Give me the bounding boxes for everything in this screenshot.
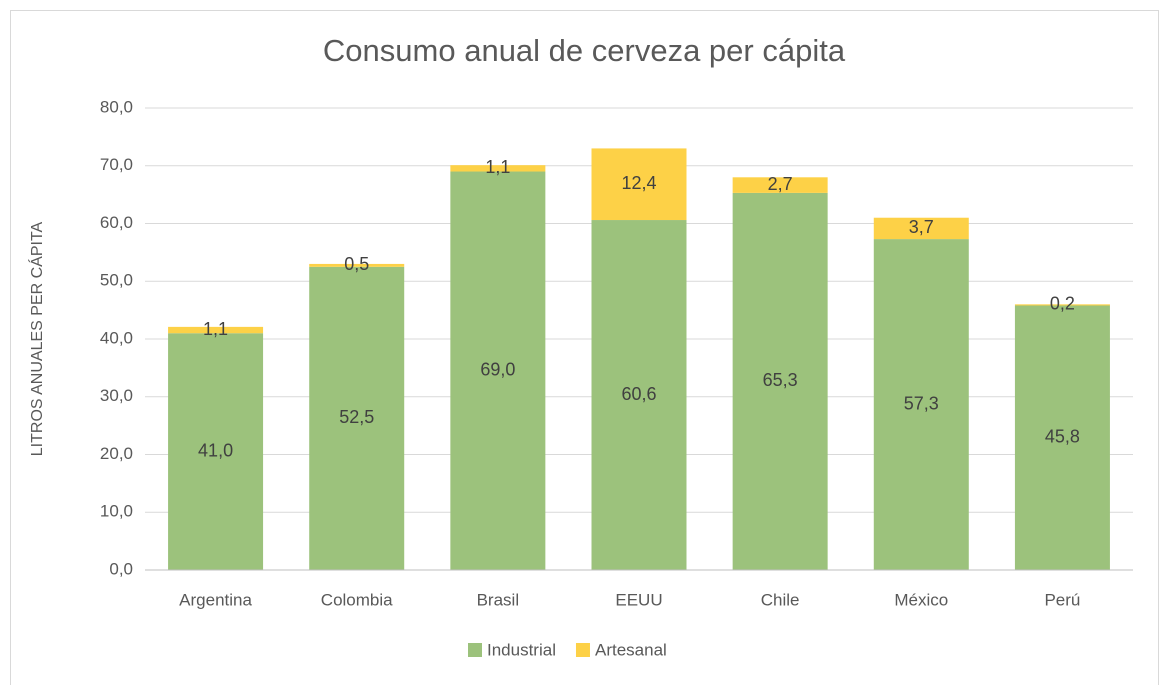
value-label: 0,2 (1050, 294, 1075, 314)
x-tick-label: Argentina (179, 590, 252, 609)
legend-label: Artesanal (595, 640, 667, 659)
value-label: 3,7 (909, 217, 934, 237)
bar-segment (450, 165, 546, 172)
bar-segment (591, 220, 687, 570)
value-label: 52,5 (339, 407, 374, 427)
bar-segment (309, 266, 405, 570)
bar-segment (732, 192, 828, 570)
bar-segment (1014, 304, 1110, 306)
bar-segment (591, 148, 687, 221)
bar-segment (168, 326, 264, 334)
bar-segment (732, 177, 828, 193)
value-label: 12,4 (621, 173, 656, 193)
value-label: 1,1 (203, 319, 228, 339)
value-label: 41,0 (198, 440, 233, 460)
value-label: 57,3 (904, 393, 939, 413)
legend-swatch (468, 643, 482, 657)
y-tick-label: 60,0 (100, 213, 133, 232)
x-tick-label: Perú (1044, 590, 1080, 609)
y-tick-label: 70,0 (100, 155, 133, 174)
legend-label: Industrial (487, 640, 556, 659)
y-tick-label: 30,0 (100, 386, 133, 405)
y-tick-label: 50,0 (100, 271, 133, 290)
x-tick-label: México (894, 590, 948, 609)
chart-title: Consumo anual de cerveza per cápita (323, 33, 846, 68)
value-label: 45,8 (1045, 427, 1080, 447)
legend-swatch (575, 643, 590, 657)
y-axis-label: LITROS ANUALES PER CÁPITA (27, 221, 46, 456)
bar-segment (168, 333, 264, 570)
value-label: 0,5 (344, 254, 369, 274)
y-tick-label: 40,0 (100, 328, 133, 347)
value-label: 60,6 (621, 384, 656, 404)
value-label: 2,7 (768, 174, 793, 194)
bar-segment (1014, 305, 1110, 570)
x-tick-label: EEUU (615, 590, 662, 609)
y-tick-label: 10,0 (100, 502, 133, 521)
bar-segment (873, 217, 969, 240)
y-tick-label: 0,0 (109, 559, 133, 578)
value-label: 69,0 (480, 360, 515, 380)
y-tick-label: 20,0 (100, 444, 133, 463)
y-tick-label: 80,0 (100, 97, 133, 116)
bar-segment (873, 239, 969, 570)
value-label: 1,1 (485, 157, 510, 177)
x-tick-label: Chile (761, 590, 800, 609)
bar-segment (450, 171, 546, 570)
x-tick-label: Colombia (321, 590, 393, 609)
value-label: 65,3 (763, 370, 798, 390)
x-tick-label: Brasil (477, 590, 520, 609)
bar-segment (309, 263, 405, 267)
